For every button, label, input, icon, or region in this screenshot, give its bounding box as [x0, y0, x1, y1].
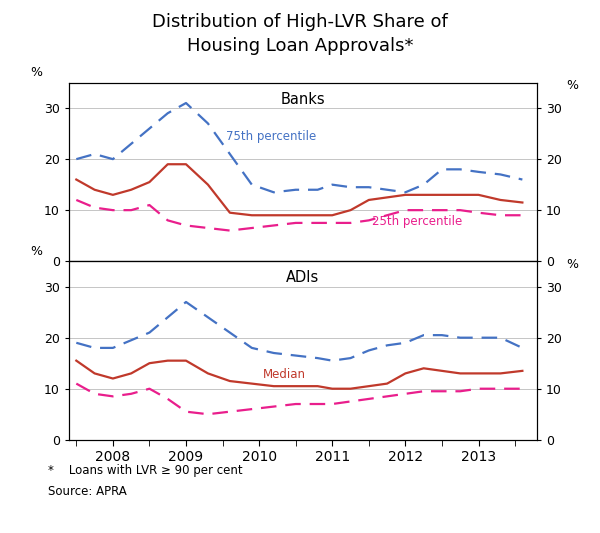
Text: Median: Median: [263, 368, 306, 381]
Y-axis label: %: %: [566, 257, 578, 271]
Y-axis label: %: %: [30, 245, 42, 257]
Text: Distribution of High-LVR Share of
Housing Loan Approvals*: Distribution of High-LVR Share of Housin…: [152, 13, 448, 55]
Text: Banks: Banks: [281, 92, 325, 107]
Text: ADIs: ADIs: [286, 270, 320, 285]
Text: 25th percentile: 25th percentile: [373, 215, 463, 228]
Text: Source: APRA: Source: APRA: [48, 485, 127, 498]
Y-axis label: %: %: [566, 79, 578, 92]
Text: *    Loans with LVR ≥ 90 per cent: * Loans with LVR ≥ 90 per cent: [48, 464, 242, 477]
Text: 75th percentile: 75th percentile: [226, 130, 316, 143]
Y-axis label: %: %: [30, 66, 42, 79]
